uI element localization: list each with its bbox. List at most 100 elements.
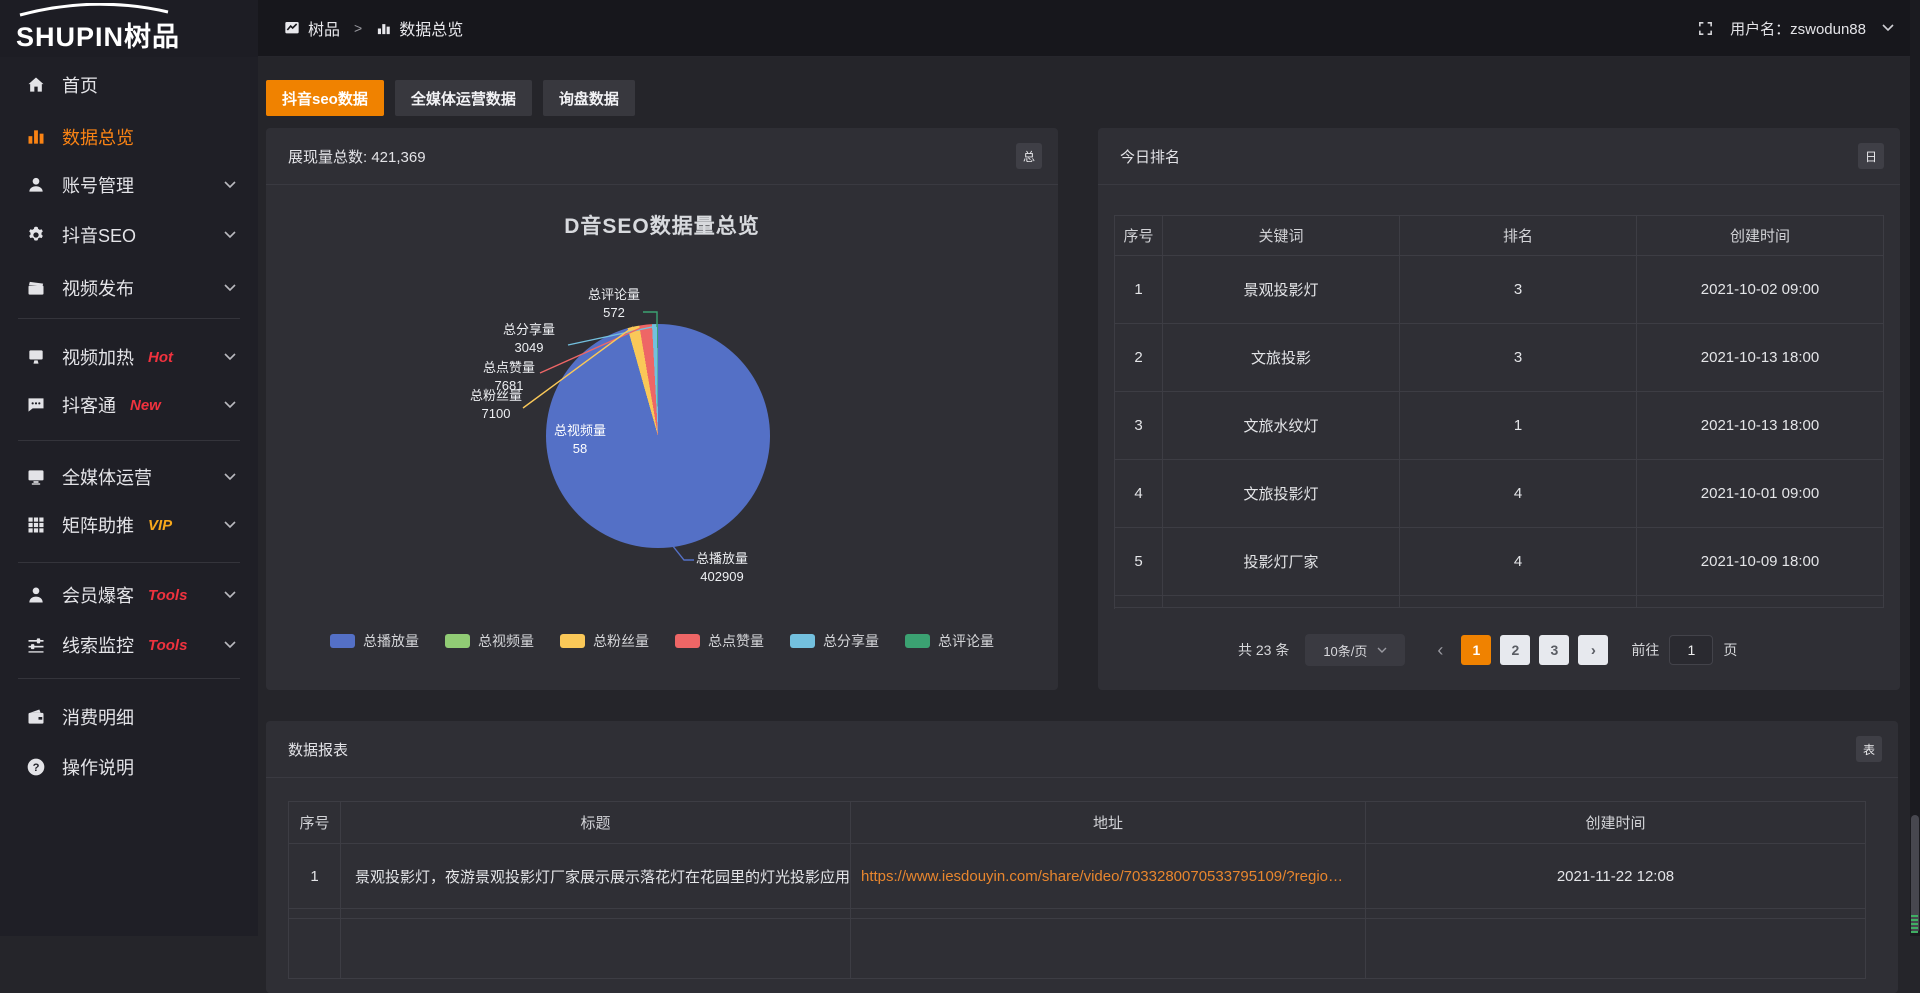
sidebar-item-consumption[interactable]: 消费明细 (0, 693, 258, 741)
prev-page-button[interactable]: ‹ (1429, 640, 1451, 661)
chevron-down-icon (1377, 647, 1387, 653)
tab-inquiry[interactable]: 询盘数据 (542, 80, 635, 116)
goto-page-input[interactable]: 1 (1669, 635, 1714, 665)
legend-item[interactable]: 总分享量 (790, 631, 879, 651)
board-chart-icon (285, 22, 299, 34)
legend-item[interactable]: 总点赞量 (675, 631, 764, 651)
sidebar-item-video-heat[interactable]: 视频加热 Hot (0, 333, 258, 381)
legend-swatch (790, 634, 815, 648)
row-rank: 4 (1400, 460, 1637, 528)
table-toggle-button[interactable]: 表 (1856, 736, 1882, 762)
legend-swatch (675, 634, 700, 648)
sidebar-divider (18, 440, 240, 441)
sidebar-item-video-publish[interactable]: 视频发布 (0, 264, 258, 312)
page-button-2[interactable]: 2 (1500, 635, 1531, 665)
page-button-1[interactable]: 1 (1461, 635, 1492, 665)
chevron-down-icon (224, 231, 236, 239)
scrollbar-thumb[interactable] (1911, 815, 1919, 933)
legend-swatch (330, 634, 355, 648)
sidebar-divider (18, 678, 240, 679)
column-header: 序号 (1115, 216, 1163, 256)
chevron-down-icon (224, 284, 236, 292)
page-button-3[interactable]: 3 (1539, 635, 1570, 665)
sidebar-item-lead-monitor[interactable]: 线索监控 Tools (0, 621, 258, 669)
topbar-right: 用户名：zswodun88 (1697, 18, 1920, 39)
row-rank: 4 (1400, 528, 1637, 596)
seo-chart-panel: 展现量总数: 421,369 总 D音SEO数据量总览 总评论量 572 总分享量… (266, 128, 1058, 690)
chevron-down-icon (224, 641, 236, 649)
sidebar-item-label: 操作说明 (62, 758, 134, 778)
sidebar-item-account[interactable]: 账号管理 (0, 161, 258, 209)
user-icon (26, 175, 47, 196)
row-index: 4 (1115, 460, 1163, 528)
row-index: 3 (1115, 392, 1163, 460)
pagination: 共 23 条 10条/页 ‹ 1 2 3 › 前往 1 页 (1238, 634, 1737, 666)
tab-douyin-seo[interactable]: 抖音seo数据 (266, 80, 384, 116)
pie-label-videos: 总视频量 58 (553, 422, 607, 456)
sidebar-item-data-overview[interactable]: 数据总览 (0, 113, 258, 161)
logo[interactable]: SHUPIN树品 (0, 0, 258, 57)
sidebar-item-doketong[interactable]: 抖客通 New (0, 381, 258, 429)
wallet-icon (26, 707, 47, 728)
pie-label-plays: 总播放量 402909 (695, 550, 749, 584)
legend-item[interactable]: 总播放量 (330, 631, 419, 651)
next-page-button[interactable]: › (1578, 635, 1609, 665)
sidebar-item-label: 抖客通 (62, 396, 116, 416)
grid-icon (26, 515, 47, 536)
page-scrollbar[interactable] (1910, 0, 1920, 936)
sliders-icon (26, 635, 47, 656)
row-index: 1 (289, 844, 341, 909)
sidebar-item-help[interactable]: ? 操作说明 (0, 743, 258, 791)
fullscreen-icon[interactable] (1697, 20, 1714, 37)
sidebar-item-home[interactable]: 首页 (0, 61, 258, 109)
breadcrumb-current[interactable]: 数据总览 (399, 22, 464, 39)
screen-icon (26, 347, 47, 368)
total-toggle-button[interactable]: 总 (1016, 143, 1042, 169)
row-clipped (1400, 596, 1637, 608)
top-bar: SHUPIN树品 树品 > 数据总览 用户名：zswodun88 (0, 0, 1920, 57)
sidebar-item-label: 全媒体运营 (62, 468, 152, 488)
page-unit-label: 页 (1723, 642, 1738, 658)
sidebar-item-media-operation[interactable]: 全媒体运营 (0, 453, 258, 501)
sidebar-item-douyin-seo[interactable]: 抖音SEO (0, 211, 258, 259)
legend-item[interactable]: 总视频量 (445, 631, 534, 651)
legend-swatch (445, 634, 470, 648)
username[interactable]: 用户名：zswodun88 (1730, 20, 1866, 38)
svg-text:?: ? (33, 762, 40, 774)
row-clipped (1163, 596, 1400, 608)
chevron-down-icon[interactable] (1882, 24, 1894, 32)
chevron-down-icon (224, 591, 236, 599)
row-keyword: 投影灯厂家 (1163, 528, 1400, 596)
tools-badge: Tools (148, 636, 188, 654)
day-toggle-button[interactable]: 日 (1858, 143, 1884, 169)
legend-swatch (905, 634, 930, 648)
total-count: 共 23 条 (1238, 642, 1290, 658)
column-header: 关键词 (1163, 216, 1400, 256)
row-keyword: 文旅水纹灯 (1163, 392, 1400, 460)
legend-item[interactable]: 总粉丝量 (560, 631, 649, 651)
legend-item[interactable]: 总评论量 (905, 631, 994, 651)
row-clipped (289, 919, 341, 979)
sidebar-item-matrix-boost[interactable]: 矩阵助推 VIP (0, 501, 258, 549)
column-header: 创建时间 (1637, 216, 1884, 256)
sidebar-item-label: 抖音SEO (62, 226, 137, 246)
chat-icon (26, 395, 47, 416)
sidebar-item-member[interactable]: 会员爆客 Tools (0, 571, 258, 619)
row-created: 2021-10-02 09:00 (1637, 256, 1884, 324)
breadcrumb-root[interactable]: 树品 (308, 22, 341, 39)
member-icon (26, 585, 47, 606)
row-clipped (1366, 909, 1866, 919)
chart-title: D音SEO数据量总览 (564, 215, 760, 238)
sidebar: 首页 数据总览 账号管理 抖音SEO 视频发布 视频加热 Hot (0, 57, 258, 936)
column-header: 创建时间 (1366, 802, 1866, 844)
chevron-down-icon (224, 473, 236, 481)
report-title: 数据报表 (288, 741, 349, 759)
sidebar-item-label: 线索监控 (62, 636, 134, 656)
video-link[interactable]: https://www.iesdouyin.com/share/video/70… (861, 867, 1343, 885)
tab-media-operation[interactable]: 全媒体运营数据 (394, 80, 532, 116)
row-clipped (851, 909, 1366, 919)
row-created: 2021-10-01 09:00 (1637, 460, 1884, 528)
pie-label-comments: 总评论量 572 (587, 286, 641, 320)
page-size-select[interactable]: 10条/页 (1305, 634, 1406, 666)
row-index: 5 (1115, 528, 1163, 596)
